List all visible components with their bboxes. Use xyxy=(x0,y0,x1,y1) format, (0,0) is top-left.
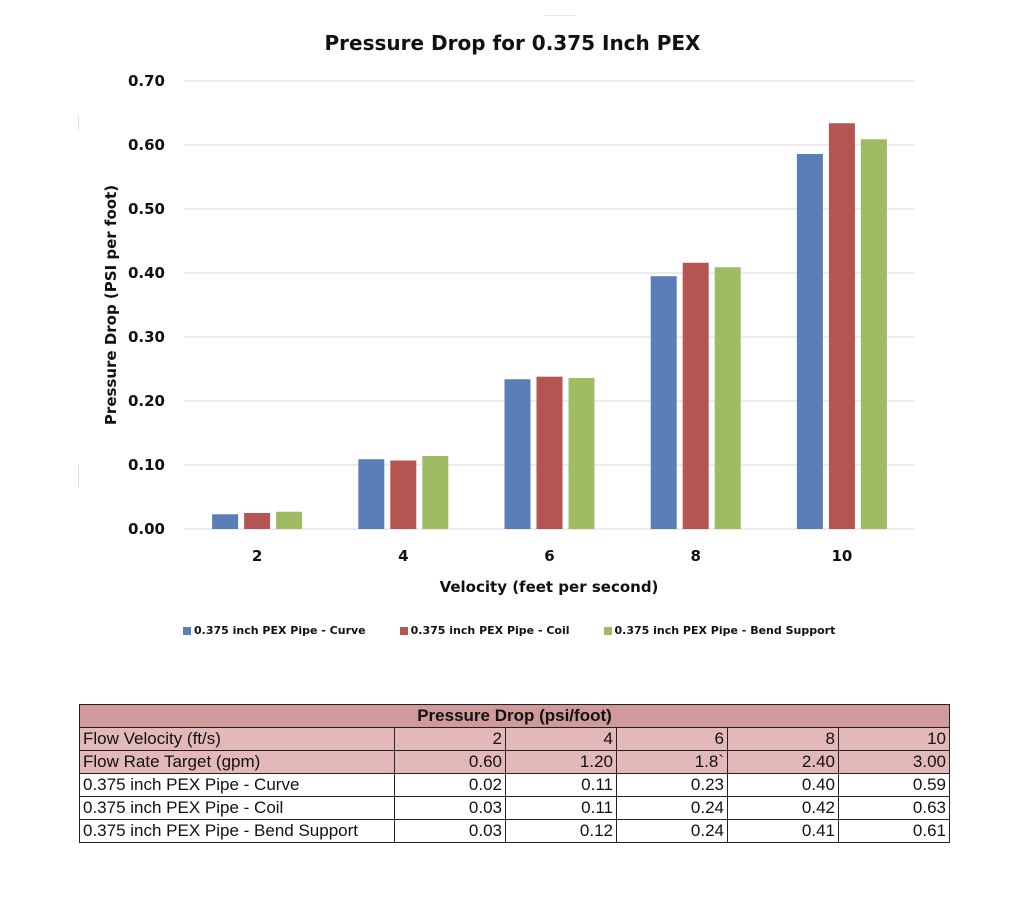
legend-swatch xyxy=(603,626,612,635)
legend-item: 0.375 inch PEX Pipe - Coil xyxy=(399,624,570,637)
decorative-mark xyxy=(545,15,575,16)
pressure-drop-table: Pressure Drop (psi/foot) Flow Velocity (… xyxy=(79,704,950,843)
legend-swatch xyxy=(183,626,191,635)
table-cell: 0.23 xyxy=(616,773,728,797)
legend-label: 0.375 inch PEX Pipe - Coil xyxy=(410,624,570,637)
row-label: 0.375 inch PEX Pipe - Curve xyxy=(79,773,395,797)
row-label: Flow Velocity (ft/s) xyxy=(79,727,395,751)
bars xyxy=(212,123,887,530)
bar-8-series-1 xyxy=(650,276,677,529)
bar-chart: 0.000.100.200.300.400.500.600.70 2 4 6 8 10 … xyxy=(102,72,915,596)
x-tick-label: 8 xyxy=(690,547,700,565)
table-cell: 4 xyxy=(505,727,617,751)
table-cell: 0.03 xyxy=(394,796,506,820)
bar-4-series-1 xyxy=(358,459,385,529)
y-tick-label: 0.50 xyxy=(128,200,165,218)
table-cell: 1.20 xyxy=(505,750,617,774)
legend-label: 0.375 inch PEX Pipe - Curve xyxy=(194,624,366,637)
decorative-mark xyxy=(78,465,79,487)
table-cell: 8 xyxy=(727,727,839,751)
chart-title: Pressure Drop for 0.375 Inch PEX xyxy=(324,31,701,55)
table-cell: 0.11 xyxy=(505,773,617,797)
table-cell: 1.8` xyxy=(616,750,728,774)
y-axis-label: Pressure Drop (PSI per foot) xyxy=(102,185,120,425)
y-tick-label: 0.10 xyxy=(128,456,165,474)
table-row: Flow Rate Target (gpm) 0.60 1.20 1.8` 2.40 3.… xyxy=(79,750,950,774)
table-cell: 3.00 xyxy=(838,750,950,774)
row-label: 0.375 inch PEX Pipe - Bend Support xyxy=(79,819,395,843)
legend-label: 0.375 inch PEX Pipe - Bend Support xyxy=(614,624,836,637)
legend-item: 0.375 inch PEX Pipe - Bend Support xyxy=(603,624,836,637)
x-axis-label: Velocity (feet per second) xyxy=(440,578,659,596)
table-cell: 0.63 xyxy=(838,796,950,820)
legend: 0.375 inch PEX Pipe - Curve 0.375 inch PE… xyxy=(183,624,835,637)
bar-4-series-3 xyxy=(422,456,449,529)
y-tick-labels: 0.00 0.10 0.20 0.30 0.40 0.50 0.60 0.70 xyxy=(128,72,165,538)
y-tick-label: 0.40 xyxy=(128,264,165,282)
row-label: 0.375 inch PEX Pipe - Coil xyxy=(79,796,395,820)
bar-8-series-3 xyxy=(714,267,741,529)
table-cell: 0.59 xyxy=(838,773,950,797)
table-row: Flow Velocity (ft/s) 2 4 6 8 10 xyxy=(79,727,950,751)
table-cell: 0.02 xyxy=(394,773,506,797)
table-title: Pressure Drop (psi/foot) xyxy=(79,704,950,728)
table-row: 0.375 inch PEX Pipe - Bend Support 0.03 0.… xyxy=(79,819,950,843)
y-tick-label: 0.60 xyxy=(128,136,165,154)
bar-6-series-3 xyxy=(568,377,595,529)
table-row: 0.375 inch PEX Pipe - Coil 0.03 0.11 0.24 0.… xyxy=(79,796,950,820)
x-tick-label: 10 xyxy=(831,547,852,565)
y-tick-label: 0.00 xyxy=(128,520,165,538)
table-cell: 0.24 xyxy=(616,796,728,820)
x-tick-label: 2 xyxy=(252,547,262,565)
bar-10-series-2 xyxy=(828,123,855,530)
table-cell: 0.11 xyxy=(505,796,617,820)
table-cell: 0.61 xyxy=(838,819,950,843)
legend-item: 0.375 inch PEX Pipe - Curve xyxy=(183,624,366,637)
x-tick-label: 6 xyxy=(544,547,554,565)
y-tick-label: 0.30 xyxy=(128,328,165,346)
bar-2-series-3 xyxy=(276,511,303,529)
table-header-row: Pressure Drop (psi/foot) xyxy=(79,704,950,728)
table-cell: 10 xyxy=(838,727,950,751)
bar-2-series-1 xyxy=(212,514,239,529)
bar-8-series-2 xyxy=(682,262,709,529)
table-cell: 0.40 xyxy=(727,773,839,797)
table-cell: 6 xyxy=(616,727,728,751)
table-cell: 0.03 xyxy=(394,819,506,843)
table-cell: 0.12 xyxy=(505,819,617,843)
table-cell: 0.42 xyxy=(727,796,839,820)
x-tick-label: 4 xyxy=(398,547,408,565)
bar-6-series-2 xyxy=(536,376,563,529)
decorative-mark xyxy=(78,116,79,130)
bar-4-series-2 xyxy=(390,460,417,529)
table-cell: 0.24 xyxy=(616,819,728,843)
bar-6-series-1 xyxy=(504,379,531,529)
y-tick-label: 0.70 xyxy=(128,72,165,90)
x-tick-labels: 2 4 6 8 10 xyxy=(252,547,852,565)
table-row: 0.375 inch PEX Pipe - Curve 0.02 0.11 0.23 0… xyxy=(79,773,950,797)
legend-swatch xyxy=(399,626,408,635)
table-cell: 2.40 xyxy=(727,750,839,774)
bar-2-series-2 xyxy=(244,513,271,529)
table-cell: 2 xyxy=(394,727,506,751)
row-label: Flow Rate Target (gpm) xyxy=(79,750,395,774)
y-tick-label: 0.20 xyxy=(128,392,165,410)
table-cell: 0.60 xyxy=(394,750,506,774)
bar-10-series-3 xyxy=(860,139,887,530)
bar-10-series-1 xyxy=(796,153,823,529)
table-cell: 0.41 xyxy=(727,819,839,843)
